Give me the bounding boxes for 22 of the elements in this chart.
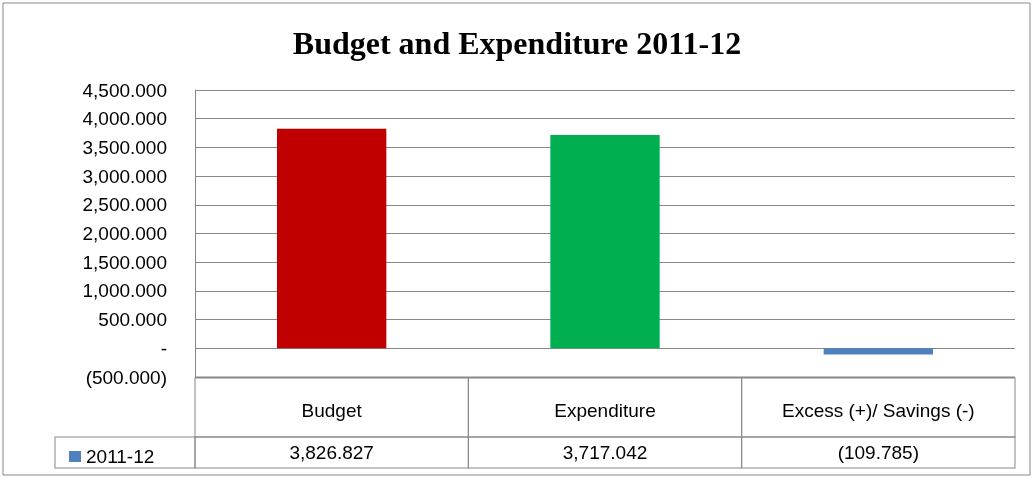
data-label: 3,826.827: [289, 442, 374, 463]
y-tick-label: 2,500.000: [82, 194, 167, 216]
y-tick-label: 3,500.000: [82, 136, 167, 158]
data-label: 3,717.042: [562, 442, 648, 463]
y-tick-label: 4,000.000: [82, 108, 167, 130]
bar: [550, 134, 660, 349]
y-tick-label: 2,000.000: [82, 223, 167, 244]
bar: [823, 348, 933, 355]
legend-label: 2011-12: [86, 446, 155, 467]
bar: [277, 128, 387, 349]
y-tick-label: 3,000.000: [82, 165, 167, 187]
y-tick-label: 500.000: [98, 309, 167, 331]
x-tick-label: Excess (+)/ Savings (-): [781, 399, 975, 421]
y-tick-label: 4,500.000: [82, 79, 167, 101]
y-tick-label: 1,500.000: [82, 251, 167, 273]
y-tick-label: 1,000.000: [82, 280, 167, 302]
chart-title: Budget and Expenditure 2011-12: [292, 25, 742, 61]
x-tick-label: Expenditure: [554, 399, 656, 421]
x-tick-label: Budget: [301, 399, 363, 421]
data-label: (109.785): [837, 442, 920, 463]
y-tick-label: (500.000): [85, 366, 167, 388]
y-tick-label: -: [160, 337, 167, 359]
